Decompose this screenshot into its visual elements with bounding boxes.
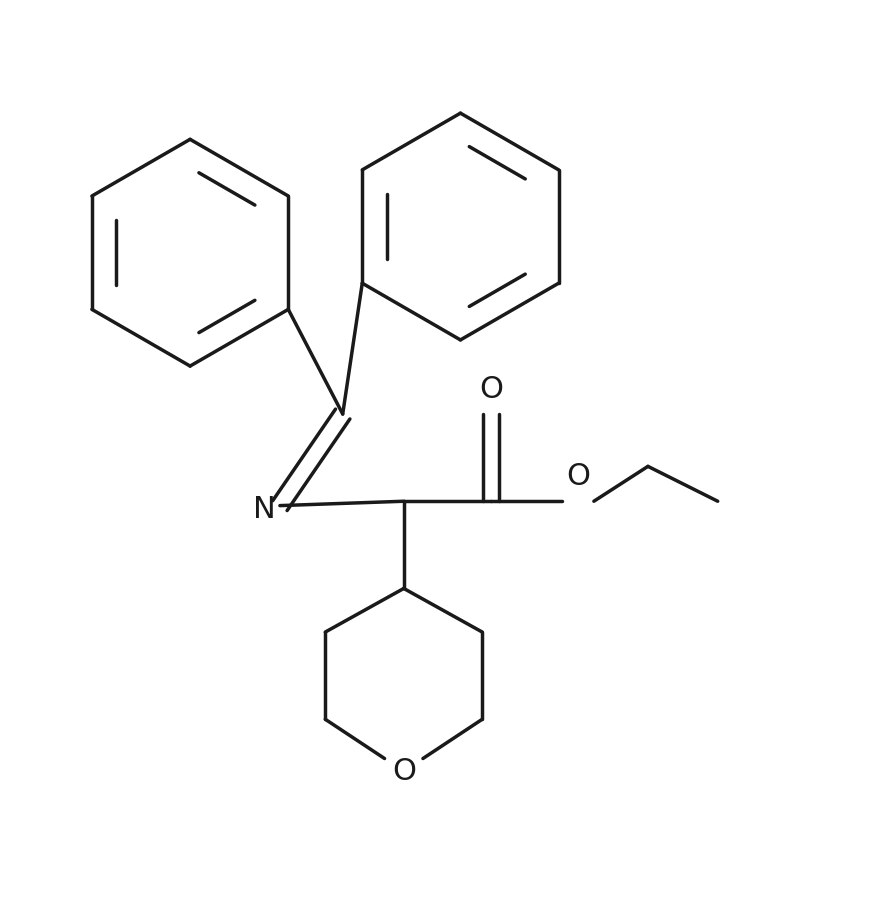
Text: O: O (392, 757, 416, 786)
Text: N: N (253, 495, 276, 525)
Text: O: O (566, 462, 590, 492)
Text: O: O (479, 375, 503, 404)
